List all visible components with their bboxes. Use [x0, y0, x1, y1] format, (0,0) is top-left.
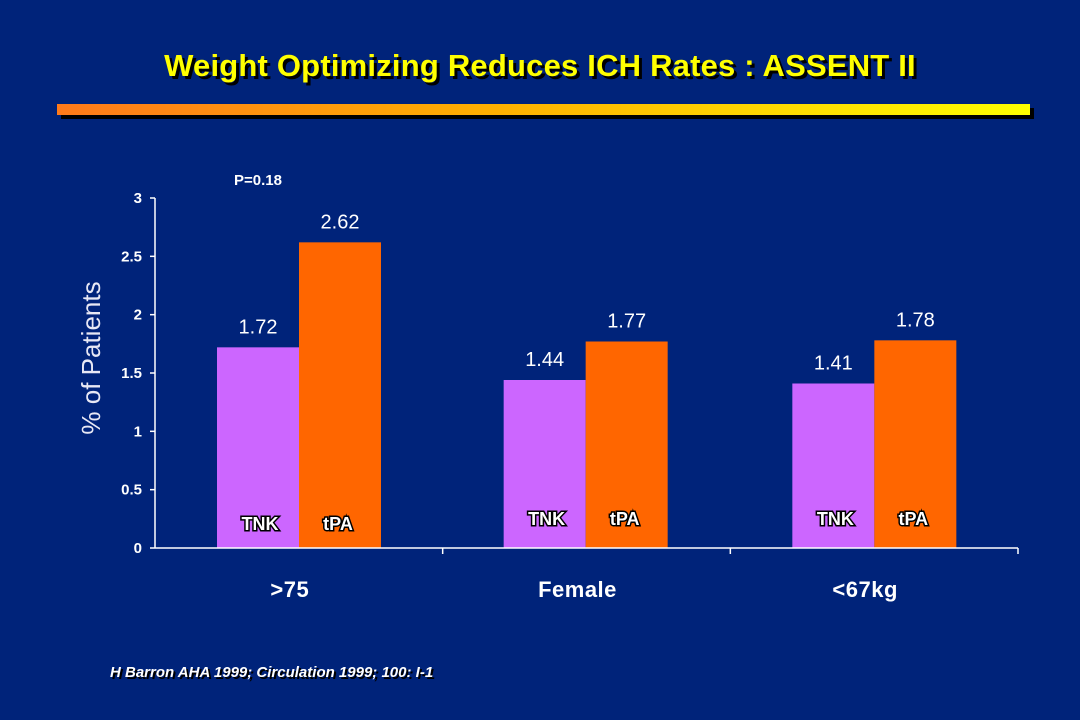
series-label-tnk-3: TNK — [817, 509, 854, 529]
bar-tpa-1 — [299, 242, 381, 549]
x-tick-label-1: >75 — [270, 577, 309, 602]
bar-tnk-3 — [792, 383, 875, 548]
slide-title: Weight Optimizing Reduces ICH Rates : AS… — [164, 48, 916, 83]
bar-tpa-3 — [874, 340, 957, 548]
value-label-tpa-2: 1.77 — [607, 311, 646, 333]
axes — [150, 197, 1019, 554]
citation-footnote: H Barron AHA 1999; Circulation 1999; 100… — [110, 664, 434, 681]
y-tick-label-5: 2 — [134, 307, 142, 324]
value-label-tnk-2: 1.44 — [525, 349, 564, 371]
x-tick-label-3: <67kg — [832, 577, 898, 602]
series-label-tpa-3: tPA — [898, 509, 928, 529]
bar-tpa-2 — [585, 341, 668, 548]
value-label-tpa-3: 1.78 — [896, 309, 935, 331]
y-tick-label-2: 0.5 — [121, 482, 142, 499]
y-tick-label-6: 2.5 — [121, 248, 142, 265]
bar-tnk-1 — [217, 347, 299, 548]
y-tick-label-1: 0 — [134, 540, 142, 557]
series-label-tnk-2: TNK — [528, 509, 565, 529]
bar-tnk-2 — [503, 380, 586, 548]
y-tick-label-4: 1.5 — [121, 365, 142, 382]
series-label-tnk-1: TNK — [242, 514, 279, 534]
x-tick-label-2: Female — [538, 577, 617, 602]
value-label-tpa-1: 2.62 — [321, 211, 360, 233]
p-value-annotation: P=0.18 — [234, 172, 282, 189]
title-divider — [57, 104, 1030, 115]
chart-labels: 1.72 TNK 2.62 tPA >75 1.44 TNK 1.77 tPA Female 1.4… — [121, 190, 935, 602]
value-label-tnk-3: 1.41 — [814, 353, 853, 375]
series-label-tpa-2: tPA — [610, 509, 640, 529]
y-tick-label-7: 3 — [134, 190, 142, 207]
bars — [217, 242, 957, 549]
y-axis-label: % of Patients — [76, 281, 106, 434]
y-tick-label-3: 1 — [134, 423, 142, 440]
value-label-tnk-1: 1.72 — [239, 316, 278, 338]
y-axis-label-group: % of Patients — [76, 281, 106, 434]
series-label-tpa-1: tPA — [323, 514, 353, 534]
